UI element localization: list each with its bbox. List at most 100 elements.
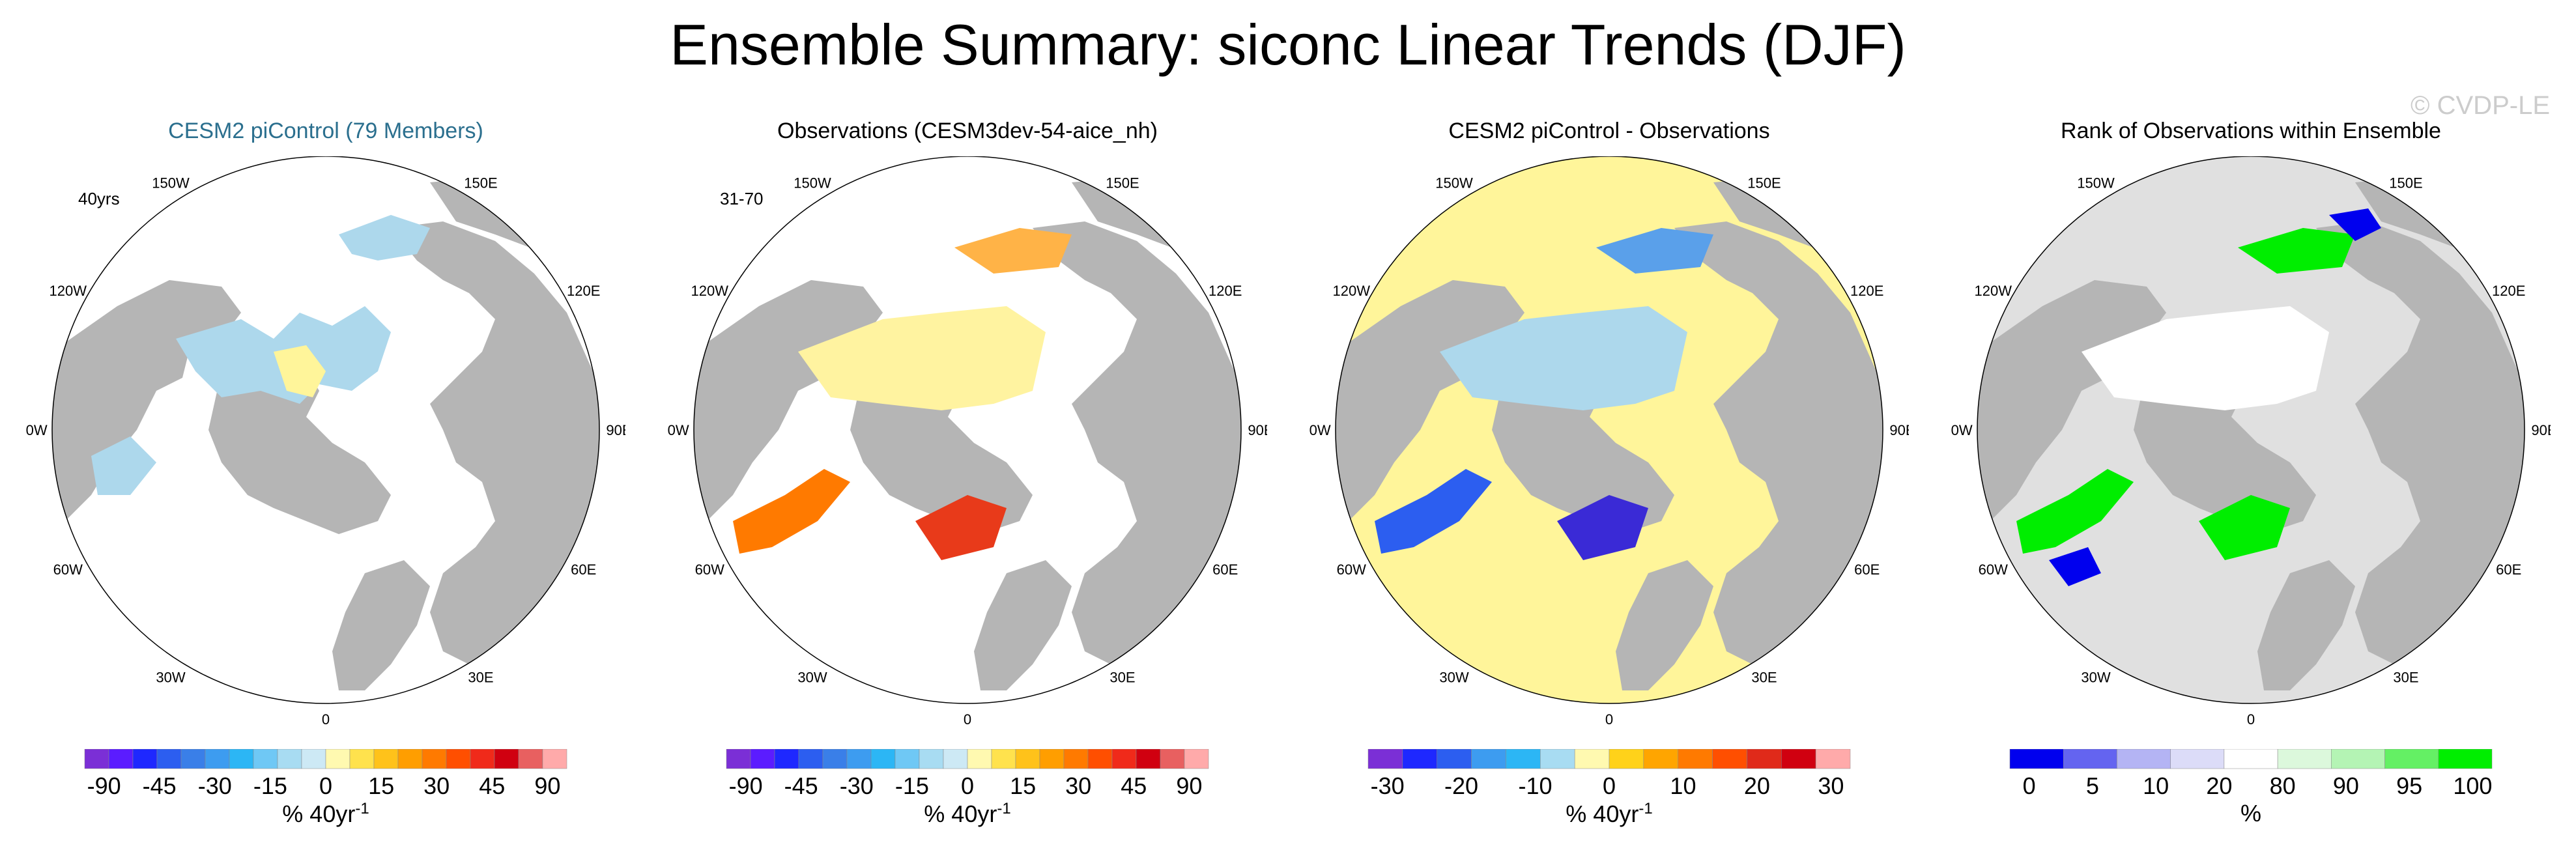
- colorbar-swatch: [1087, 749, 1113, 769]
- colorbar-swatch: [349, 749, 375, 769]
- colorbar-tick-label: 90: [1176, 772, 1203, 799]
- colorbar-swatch: [750, 749, 775, 769]
- land-mass: [1616, 560, 1713, 690]
- longitude-label-nw: 150W: [2077, 175, 2115, 191]
- colorbar-tick-label: 0: [1602, 772, 1616, 799]
- colorbar-swatch: [1815, 749, 1851, 769]
- longitude-label-nw: 150W: [794, 175, 831, 191]
- land-mass: [1674, 221, 1883, 671]
- colorbar-tick-label: 20: [2206, 772, 2233, 799]
- map-panel-1: CESM2 piControl (79 Members)40yrs180090W…: [26, 117, 625, 840]
- colorbar-swatch: [1136, 749, 1161, 769]
- trend-patch: [274, 345, 326, 397]
- colorbar-swatch: [846, 749, 872, 769]
- colorbar-tick-label: 0: [319, 772, 333, 799]
- colorbar-swatch: [2170, 749, 2225, 769]
- colorbar-tick-label: 100: [2453, 772, 2493, 799]
- longitude-label-sw: 30W: [2081, 670, 2110, 686]
- longitude-label-wsw: 60W: [695, 561, 724, 578]
- colorbar-swatch: [870, 749, 896, 769]
- trend-patch: [2199, 495, 2290, 560]
- colorbar-swatch: [84, 749, 109, 769]
- colorbar-tick-label: 30: [423, 772, 450, 799]
- trend-patch: [954, 228, 1072, 274]
- colorbar-swatch: [1160, 749, 1185, 769]
- colorbar-swatch: [1506, 749, 1541, 769]
- colorbar-swatch: [2384, 749, 2439, 769]
- land-mass: [974, 560, 1072, 690]
- colorbar-tick-label: 45: [479, 772, 506, 799]
- colorbar-swatch: [1184, 749, 1209, 769]
- colorbar-swatch: [2438, 749, 2493, 769]
- colorbar-tick-label: 95: [2396, 772, 2423, 799]
- colorbar-tick-label: -10: [1518, 772, 1553, 799]
- longitude-label-ne: 150E: [1747, 175, 1781, 191]
- colorbar-swatch: [774, 749, 799, 769]
- colorbar-swatch: [1781, 749, 1816, 769]
- longitude-label-wnw: 120W: [691, 283, 729, 299]
- colorbar: [1367, 749, 1851, 769]
- longitude-label-s: 0: [322, 711, 330, 728]
- colorbar-swatch: [325, 749, 351, 769]
- panel-title: Rank of Observations within Ensemble: [2061, 119, 2441, 143]
- colorbar-swatch: [822, 749, 848, 769]
- land-mass: [2257, 560, 2355, 690]
- colorbar-swatch: [180, 749, 206, 769]
- colorbar-tick-label: 15: [368, 772, 395, 799]
- panel-title: Observations (CESM3dev-54-aice_nh): [777, 119, 1158, 143]
- map-panel-2: Observations (CESM3dev-54-aice_nh) 31-70 1…: [668, 117, 1267, 840]
- colorbar-swatch: [470, 749, 495, 769]
- longitude-label-sw: 30W: [797, 670, 827, 686]
- colorbar-tick-label: -45: [142, 772, 177, 799]
- longitude-label-ese: 60E: [571, 561, 596, 578]
- trend-patch: [1375, 469, 1492, 554]
- colorbar-swatch: [1111, 749, 1137, 769]
- colorbar-swatch: [2117, 749, 2171, 769]
- colorbar-swatch: [1609, 749, 1644, 769]
- colorbar-tick-label: -15: [253, 772, 287, 799]
- colorbar-swatch: [1063, 749, 1089, 769]
- colorbar-swatch: [919, 749, 944, 769]
- colorbar-swatch: [1367, 749, 1403, 769]
- colorbar-swatch: [1747, 749, 1782, 769]
- colorbar-tick-label: 30: [1065, 772, 1092, 799]
- colorbar-swatch: [798, 749, 823, 769]
- colorbar-tick-label: 15: [1010, 772, 1037, 799]
- longitude-label-wnw: 120W: [50, 283, 87, 299]
- trend-patch: [91, 436, 156, 495]
- watermark: © CVDP-LE: [2411, 91, 2550, 120]
- longitude-label-ene: 120E: [2492, 283, 2525, 299]
- longitude-label-wsw: 60W: [1337, 561, 1366, 578]
- colorbar-tick-label: 10: [2143, 772, 2169, 799]
- colorbar-units: %: [2240, 800, 2261, 827]
- colorbar-units: % 40yr-1: [1566, 800, 1653, 827]
- colorbar-swatch: [1574, 749, 1610, 769]
- colorbar-tick-label: 5: [2085, 772, 2099, 799]
- longitude-label-wnw: 120W: [1975, 283, 2012, 299]
- map-border: [693, 156, 1242, 704]
- trend-patch: [798, 306, 1046, 410]
- panel-title: CESM2 piControl (79 Members): [168, 119, 483, 143]
- panel-title: CESM2 piControl - Observations: [1448, 119, 1770, 143]
- colorbar-swatch: [894, 749, 920, 769]
- longitude-label-wsw: 60W: [1979, 561, 2008, 578]
- land-mass: [332, 560, 430, 690]
- colorbar-swatch: [2277, 749, 2332, 769]
- colorbar-swatch: [301, 749, 326, 769]
- figure-title: Ensemble Summary: siconc Linear Trends (…: [670, 12, 1906, 77]
- longitude-label-e: 90E: [606, 422, 625, 438]
- land-mass: [1033, 221, 1241, 671]
- trend-patch: [1440, 306, 1687, 410]
- colorbar-tick-label: 90: [2332, 772, 2359, 799]
- longitude-label-sw: 30W: [1439, 670, 1468, 686]
- colorbar-tick-label: 45: [1121, 772, 1147, 799]
- colorbar-tick-label: -45: [784, 772, 818, 799]
- colorbar-swatch: [2009, 749, 2064, 769]
- colorbar-swatch: [373, 749, 399, 769]
- trend-patch: [1596, 228, 1713, 274]
- colorbar-swatch: [422, 749, 447, 769]
- colorbar-swatch: [1471, 749, 1506, 769]
- longitude-label-w: 90W: [1951, 422, 1973, 438]
- colorbar-swatch: [156, 749, 182, 769]
- longitude-label-se: 30E: [2393, 670, 2418, 686]
